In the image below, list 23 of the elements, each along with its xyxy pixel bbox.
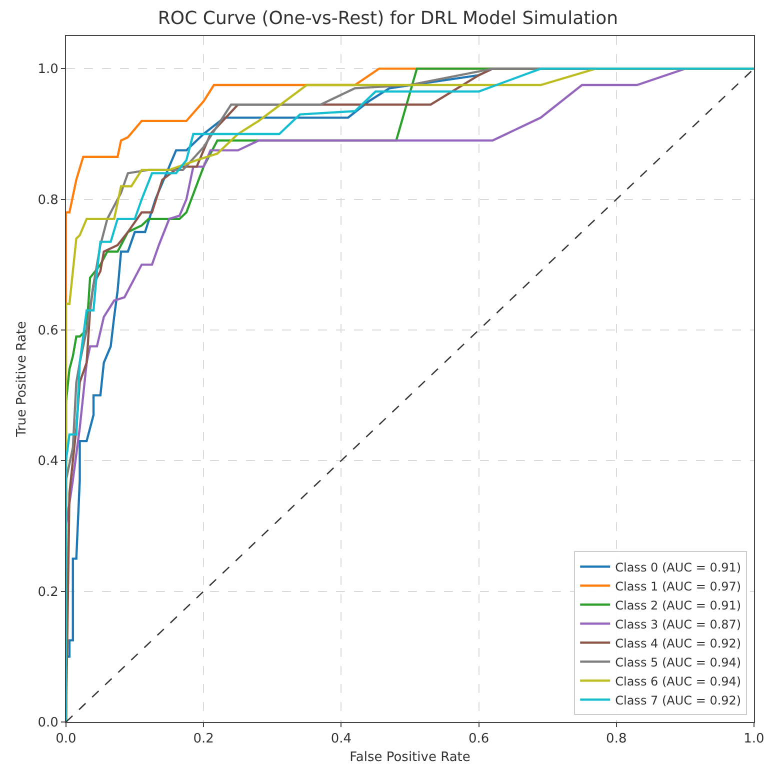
y-tick-label: 0.4: [38, 454, 58, 470]
y-tick-label: 0.8: [38, 192, 58, 208]
x-tick-label: 1.0: [744, 732, 764, 747]
x-axis-title: False Positive Rate: [350, 750, 470, 766]
legend-label: Class 3 (AUC = 0.87): [615, 617, 742, 632]
legend-label: Class 5 (AUC = 0.94): [615, 655, 742, 670]
y-tick-label: 0.0: [38, 716, 58, 731]
y-tick-label: 0.2: [38, 584, 58, 600]
legend-label: Class 2 (AUC = 0.91): [615, 598, 742, 612]
x-tick-label: 0.4: [330, 732, 352, 747]
y-tick-label: 0.6: [38, 324, 58, 339]
x-tick-label: 0.0: [56, 732, 76, 747]
x-tick-label: 0.2: [193, 732, 214, 747]
legend-label: Class 7 (AUC = 0.92): [615, 693, 742, 708]
legend-label: Class 4 (AUC = 0.92): [615, 636, 742, 650]
x-tick-label: 0.6: [468, 732, 490, 747]
legend-label: Class 0 (AUC = 0.91): [615, 560, 742, 574]
chart-title: ROC Curve (One-vs-Rest) for DRL Model Simulation: [158, 8, 618, 30]
legend-label: Class 6 (AUC = 0.94): [615, 674, 742, 688]
y-axis-title: True Positive Rate: [14, 321, 30, 438]
x-tick-label: 0.8: [606, 732, 627, 747]
legend-label: Class 1 (AUC = 0.97): [615, 579, 742, 594]
y-tick-label: 1.0: [38, 62, 58, 78]
